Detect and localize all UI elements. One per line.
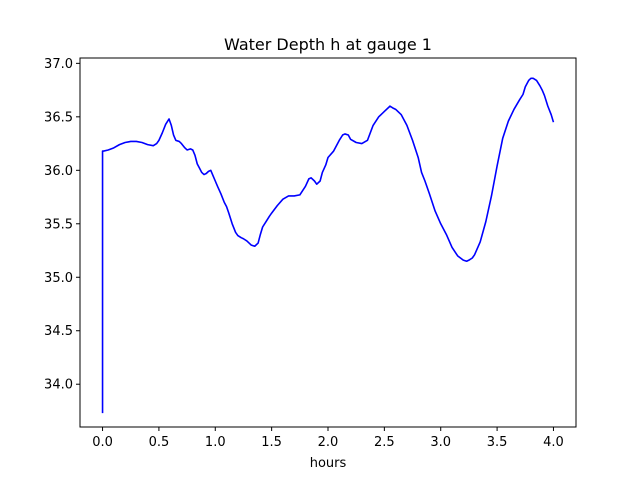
x-tick-label: 2.5 — [374, 435, 395, 450]
chart-title: Water Depth h at gauge 1 — [224, 35, 432, 54]
plot-area: 0.0 0.5 1.0 1.5 2.0 2.5 3.0 3.5 4.0 34.0 34.5 35.0 3… — [44, 57, 577, 450]
y-tick-label: 36.0 — [44, 164, 73, 179]
y-tick-label: 36.5 — [44, 110, 73, 125]
x-tick-label: 2.0 — [318, 435, 339, 450]
x-tick-label: 1.5 — [261, 435, 282, 450]
y-tick-label: 34.0 — [44, 378, 73, 393]
x-tick-label: 0.0 — [92, 435, 113, 450]
x-tick-label: 1.0 — [205, 435, 226, 450]
x-tick-label: 4.0 — [543, 435, 564, 450]
series-line-0 — [101, 77, 555, 414]
y-tick-label: 34.5 — [44, 324, 73, 339]
x-tick-label: 3.5 — [487, 435, 508, 450]
x-tick-label: 3.0 — [430, 435, 451, 450]
y-tick-label: 35.5 — [44, 217, 73, 232]
y-tick-label: 35.0 — [44, 271, 73, 286]
x-axis-label: hours — [310, 456, 347, 471]
x-tick-label: 0.5 — [149, 435, 170, 450]
y-tick-label: 37.0 — [44, 57, 73, 72]
